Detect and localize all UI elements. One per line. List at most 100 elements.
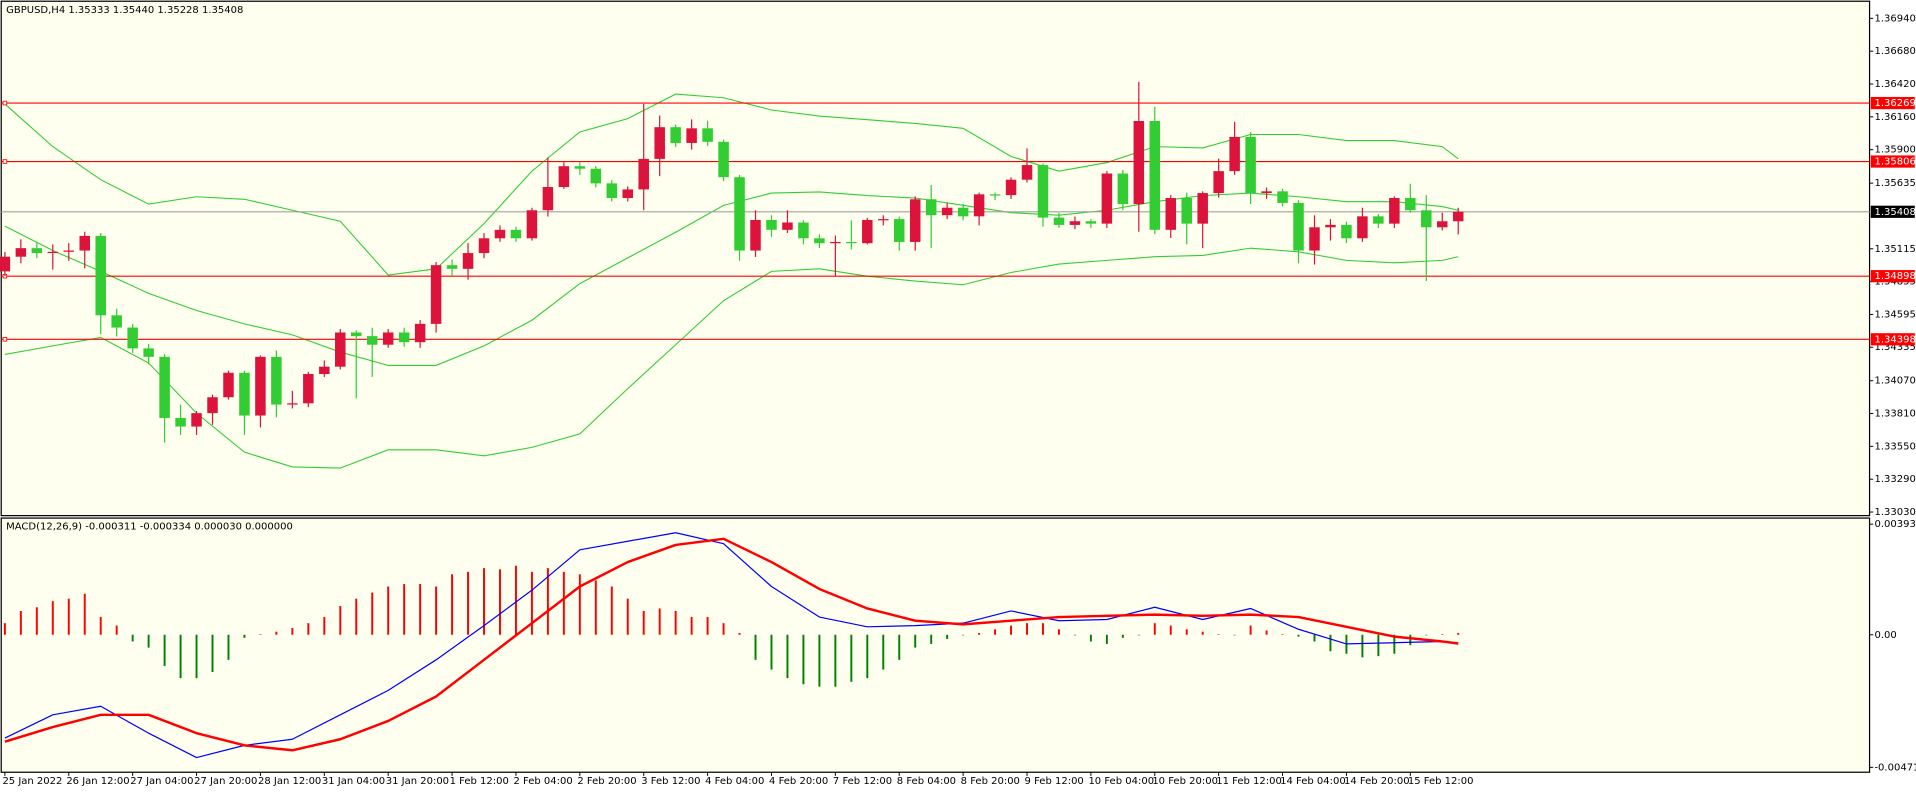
y-tick-label: 1.36680 [1874, 46, 1915, 57]
candle-body [494, 229, 506, 239]
macd-header: MACD(12,26,9) -0.000311 -0.000334 0.0000… [6, 522, 293, 533]
candle-body [1245, 136, 1256, 194]
candle-body [350, 332, 362, 337]
x-tick-label: 7 Feb 12:00 [833, 776, 892, 787]
candle-body [1069, 221, 1081, 225]
band-line [4, 247, 1459, 469]
candle-body [558, 166, 570, 188]
x-tick-label: 25 Jan 2022 [2, 776, 62, 787]
level-label: 1.35806 [1874, 157, 1915, 168]
level-label: 1.35408 [1874, 207, 1915, 218]
candle-body [335, 332, 346, 367]
candle-body [1165, 198, 1177, 230]
candle-body [638, 158, 649, 190]
candle-body [941, 207, 953, 216]
candle-body [95, 235, 106, 316]
candle-body [782, 222, 793, 230]
macd-line [4, 532, 1459, 759]
price-plot [0, 81, 1870, 469]
y-tick-label: 1.34070 [1874, 376, 1915, 387]
candle-body [622, 189, 634, 199]
x-tick-label: 10 Feb 04:00 [1088, 776, 1154, 787]
price-header: GBPUSD,H4 1.35333 1.35440 1.35228 1.3540… [6, 5, 243, 16]
candle-body [814, 238, 825, 244]
candle-body [1277, 191, 1288, 203]
candle-body [798, 222, 809, 239]
candle-body [526, 210, 538, 239]
candle-body [478, 238, 490, 254]
candle-body [510, 229, 522, 239]
candle-body [878, 219, 889, 221]
candle-body [909, 199, 921, 242]
macd-panel [0, 517, 1871, 773]
candle-body [862, 219, 873, 244]
x-tick-label: 26 Jan 12:00 [66, 776, 129, 787]
x-tick-label: 14 Feb 04:00 [1280, 776, 1346, 787]
band-line [4, 93, 1459, 276]
candle-body [670, 127, 681, 143]
candle-body [702, 128, 713, 142]
candle-body [1229, 136, 1240, 172]
candle-body [1101, 173, 1113, 224]
x-tick-label: 31 Jan 04:00 [322, 776, 385, 787]
candle-body [1389, 198, 1400, 224]
candle-body [446, 265, 458, 269]
candle-body [430, 265, 442, 324]
candle-body [925, 199, 937, 216]
candle-body [175, 417, 186, 427]
x-tick-label: 15 Feb 12:00 [1408, 776, 1474, 787]
y-tick-label: 1.34335 [1874, 342, 1915, 353]
candle-body [1293, 202, 1304, 251]
candle-body [989, 194, 1001, 196]
y-tick-label: 0.003936 [1874, 519, 1916, 530]
x-tick-label: 3 Feb 12:00 [641, 776, 700, 787]
band-line [4, 191, 1459, 366]
level-label-bg [1870, 205, 1915, 218]
candle-body [542, 187, 554, 211]
level-handle [2, 100, 8, 106]
x-tick-label: 27 Jan 20:00 [194, 776, 257, 787]
candle-body [382, 332, 394, 345]
macd-plot [3, 532, 1460, 759]
candle-body [31, 248, 43, 254]
level-label: 1.34898 [1874, 271, 1915, 282]
candle-body [1197, 193, 1208, 224]
candle-body [1005, 179, 1017, 196]
candle-body [1405, 198, 1416, 211]
candle-body [1341, 224, 1352, 239]
candle-body [1309, 227, 1320, 251]
candle-body [734, 177, 745, 251]
y-tick-label: 1.33550 [1874, 441, 1915, 452]
candle-body [686, 128, 697, 143]
price-panel [0, 0, 1871, 517]
candle-body [287, 403, 298, 405]
candle-body [15, 248, 27, 257]
level-label-bg [1870, 333, 1915, 346]
candle-body [846, 241, 857, 244]
y-tick-label: 1.36420 [1874, 79, 1915, 90]
candle-body [766, 219, 777, 230]
macd-line [4, 537, 1459, 752]
x-tick-label: 28 Jan 12:00 [258, 776, 321, 787]
candle-body [398, 332, 410, 343]
y-tick-label: 1.33290 [1874, 474, 1915, 485]
candle-body [750, 219, 761, 251]
candle-body [207, 397, 218, 414]
y-tick-label: 1.35900 [1874, 145, 1915, 156]
candle-body [1053, 217, 1065, 225]
y-tick-label: 1.33810 [1874, 409, 1915, 420]
y-tick-label: 1.33030 [1874, 507, 1915, 518]
candle-body [303, 374, 314, 404]
candle-body [1452, 211, 1464, 222]
candle-body [127, 327, 138, 349]
x-tick-label: 10 Feb 20:00 [1152, 776, 1218, 787]
candle-body [830, 241, 841, 244]
x-tick-label: 2 Feb 04:00 [514, 776, 573, 787]
candle-body [973, 194, 985, 217]
candle-body [957, 207, 969, 217]
level-label-bg [1870, 270, 1915, 283]
candle-body [159, 356, 170, 418]
candle-body [574, 166, 586, 169]
candle-body [1357, 216, 1368, 239]
